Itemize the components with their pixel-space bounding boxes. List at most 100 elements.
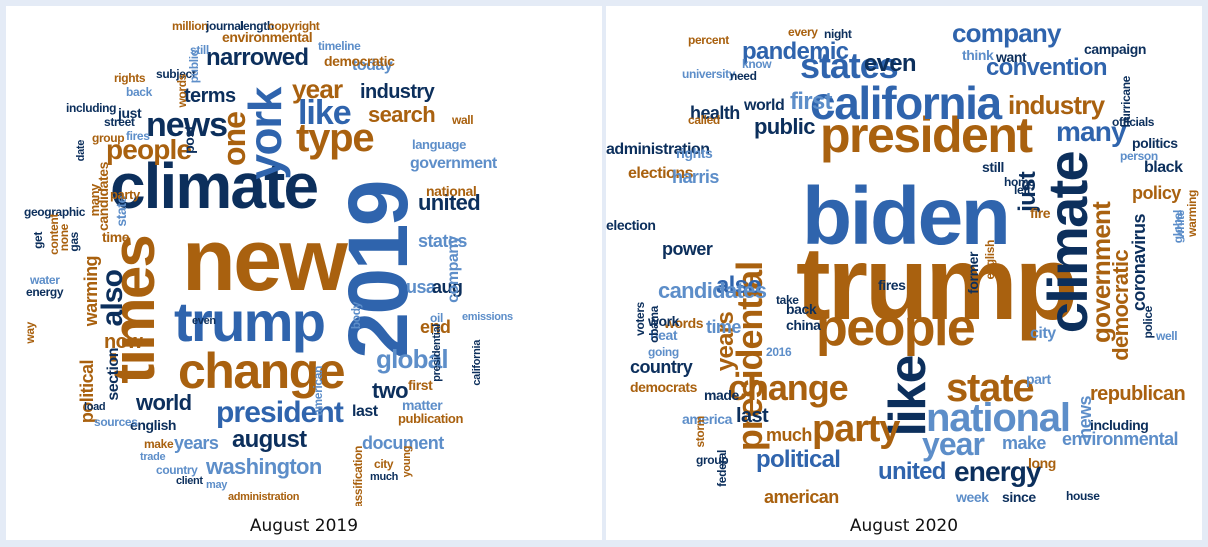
cloud-word: officials xyxy=(1112,115,1155,129)
cloud-word: power xyxy=(662,239,713,259)
cloud-word: republican xyxy=(1090,383,1186,405)
cloud-word: voters xyxy=(633,302,647,336)
cloud-word: biden xyxy=(802,171,1011,262)
cloud-word: may xyxy=(206,479,228,491)
cloud-word: candidates xyxy=(658,278,767,303)
cloud-word: copyright xyxy=(268,19,320,33)
cloud-word: heat xyxy=(650,327,678,343)
cloud-word: post xyxy=(181,126,197,154)
cloud-word: subject xyxy=(156,67,196,81)
cloud-word: rights xyxy=(676,145,713,161)
cloud-word: usa xyxy=(406,277,436,297)
cloud-word: journal xyxy=(206,19,244,33)
cloud-word: political xyxy=(77,360,97,424)
cloud-word: new xyxy=(182,210,348,309)
cloud-word: trump xyxy=(174,290,326,353)
cloud-word: words xyxy=(175,74,189,108)
cloud-word: back xyxy=(126,85,152,99)
cloud-word: client xyxy=(176,475,203,487)
cloud-word: called xyxy=(688,113,720,127)
cloud-word: national xyxy=(426,183,477,199)
cloud-word: united xyxy=(878,458,946,485)
cloud-word: storm xyxy=(693,416,707,448)
cloud-word: like xyxy=(298,94,352,132)
cloud-word: still xyxy=(982,159,1005,175)
cloud-word: energy xyxy=(954,456,1042,487)
cloud-word: emissions xyxy=(462,311,513,323)
cloud-word: global xyxy=(1171,210,1185,244)
word-cloud-panel-2020: trump biden president california climate peop… xyxy=(606,6,1202,540)
cloud-word: administration xyxy=(228,491,300,503)
cloud-word: people xyxy=(816,299,976,357)
cloud-word: going xyxy=(648,345,679,359)
cloud-word: warming xyxy=(1185,190,1199,237)
cloud-word: even xyxy=(192,315,216,327)
cloud-word: trump xyxy=(796,226,1078,342)
cloud-word: much xyxy=(766,425,812,445)
cloud-word: trade xyxy=(140,451,166,463)
cloud-word: china xyxy=(786,317,821,333)
cloud-word: public xyxy=(754,114,815,139)
cloud-word: well xyxy=(1156,329,1178,343)
cloud-word: industry xyxy=(1008,90,1105,120)
cloud-word: democratic xyxy=(324,53,395,69)
cloud-word: america xyxy=(682,411,732,427)
cloud-word: week xyxy=(956,489,989,505)
cloud-word: every xyxy=(788,25,818,39)
cloud-word: national xyxy=(926,396,1071,440)
cloud-word: night xyxy=(824,27,852,41)
cloud-word: since xyxy=(1002,489,1036,505)
cloud-word: global xyxy=(376,344,449,374)
cloud-word: former xyxy=(965,252,981,294)
cloud-word: 2016 xyxy=(766,345,792,359)
cloud-word: narrowed xyxy=(206,44,309,71)
cloud-word: change xyxy=(728,367,849,408)
cloud-word: year xyxy=(292,74,343,104)
cloud-word: group xyxy=(92,131,125,145)
cloud-word: elections xyxy=(628,165,694,182)
cloud-word: language xyxy=(412,137,466,152)
cloud-word: united xyxy=(418,190,481,215)
cloud-word: election xyxy=(606,217,656,233)
cloud-word: house xyxy=(1066,489,1100,503)
cloud-word: get xyxy=(31,232,45,249)
cloud-word: timeline xyxy=(318,39,361,53)
cloud-word: words xyxy=(664,315,704,331)
cloud-word: fires xyxy=(878,277,906,293)
cloud-word: think xyxy=(962,47,994,63)
cloud-word: last xyxy=(736,405,769,427)
cloud-word: city xyxy=(1030,325,1056,342)
cloud-word: classification xyxy=(351,446,365,506)
word-cloud-2020: trump biden president california climate peop… xyxy=(606,6,1202,506)
cloud-word: years xyxy=(174,433,219,453)
cloud-word: presidential xyxy=(431,324,443,382)
cloud-word: year xyxy=(922,426,985,462)
cloud-word: university xyxy=(682,67,736,81)
cloud-word: want xyxy=(996,49,1027,65)
cloud-word: police xyxy=(1141,306,1155,339)
cloud-word: political xyxy=(756,446,841,473)
cloud-word: government xyxy=(410,155,497,172)
cloud-word: american xyxy=(764,487,839,506)
cloud-word: take xyxy=(776,293,799,307)
cloud-word: black xyxy=(1144,159,1183,176)
cloud-word: work xyxy=(648,313,679,329)
cloud-word: body xyxy=(349,302,363,330)
cloud-word: california xyxy=(471,340,483,386)
cloud-word: country xyxy=(630,357,693,377)
cloud-word: washington xyxy=(206,454,322,479)
cloud-word: first xyxy=(790,88,832,115)
cloud-word: city xyxy=(374,457,394,471)
cloud-word: english xyxy=(130,417,177,433)
cloud-word: energy xyxy=(26,285,64,299)
cloud-word: industry xyxy=(360,81,435,103)
cloud-word: english xyxy=(983,240,997,280)
cloud-word: load xyxy=(84,401,106,413)
cloud-word: section xyxy=(105,348,122,401)
cloud-word: hurricane xyxy=(1119,76,1133,128)
cloud-word: part xyxy=(1026,371,1051,387)
cloud-word: date xyxy=(75,140,87,162)
cloud-word: president xyxy=(820,107,1033,163)
cloud-word: states xyxy=(418,231,467,251)
cloud-word: world xyxy=(136,390,192,415)
